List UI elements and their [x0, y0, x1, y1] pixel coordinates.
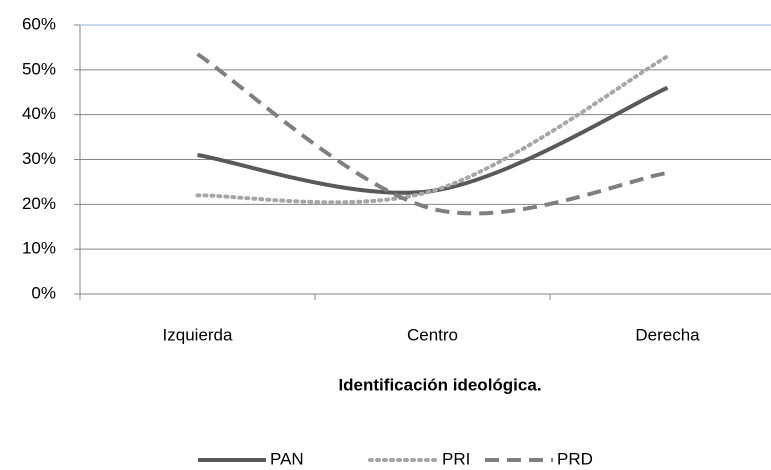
legend-label: PAN: [270, 449, 304, 468]
x-tick-label: Derecha: [635, 325, 700, 344]
y-tick-label: 30%: [22, 149, 56, 168]
series-line: [196, 52, 668, 216]
x-tick-label: Centro: [407, 325, 458, 344]
x-axis-title: Identificación ideológica.: [338, 375, 541, 394]
y-tick-label: 20%: [22, 194, 56, 213]
y-tick-label: 40%: [22, 104, 56, 123]
y-tick-label: 50%: [22, 59, 56, 78]
y-tick-label: 10%: [22, 239, 56, 258]
x-tick-label: Izquierda: [163, 325, 233, 344]
y-tick-label: 60%: [22, 14, 56, 33]
legend-label: PRD: [557, 449, 593, 468]
y-tick-label: 0%: [31, 283, 56, 302]
legend-label: PRI: [442, 449, 470, 468]
series-line: [195, 54, 670, 205]
